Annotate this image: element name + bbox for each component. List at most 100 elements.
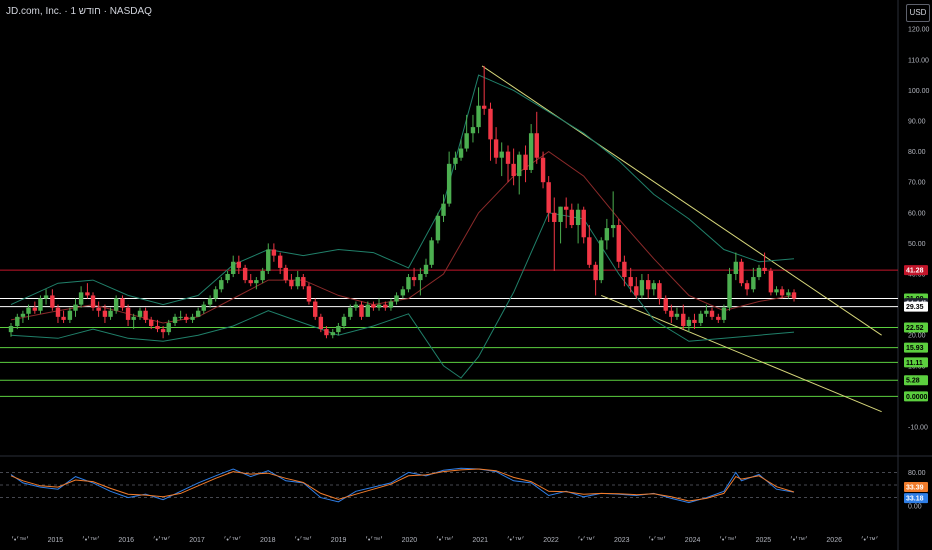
candle-body: [657, 283, 662, 299]
time-axis-label: ׳™׳•׳: [294, 536, 312, 544]
candle-body: [505, 151, 511, 164]
candle-body: [32, 307, 38, 311]
candle-body: [383, 304, 388, 308]
price-axis-tick-label: 20.00: [908, 333, 926, 340]
bollinger-upper-line: [10, 74, 795, 306]
candle-body: [102, 310, 108, 317]
candle-body: [470, 127, 476, 134]
rsi-series-line: [10, 468, 795, 502]
candle-body: [534, 133, 539, 158]
price-axis-tick-label: 70.00: [908, 180, 926, 187]
time-axis-label: 2018: [260, 537, 276, 544]
candle-body: [704, 310, 709, 314]
time-axis-label: ׳™׳•׳: [648, 536, 666, 544]
candle-body: [756, 267, 762, 278]
price-tag: 22.52: [904, 322, 928, 333]
time-axis-label: ׳™׳•׳: [790, 536, 808, 544]
candle-body: [43, 295, 49, 299]
candle-body: [201, 304, 206, 311]
candle-body: [108, 310, 113, 317]
price-tag-box: [904, 301, 928, 312]
rsi-value-tag-label: 33.18: [906, 496, 924, 503]
time-axis-label: ׳™׳•׳: [365, 536, 383, 544]
price-tag: 15.93: [904, 342, 928, 353]
candle-body: [195, 310, 201, 317]
symbol-title[interactable]: JD.com, Inc. · חודש 1 · NASDAQ: [6, 6, 152, 17]
candle-body: [236, 261, 242, 268]
price-axis-tick-label: 50.00: [908, 241, 926, 248]
candle-body: [446, 163, 452, 204]
candle-body: [744, 283, 750, 290]
candle-body: [610, 225, 616, 229]
price-axis-tick-label: 100.00: [908, 88, 930, 95]
candle-body: [172, 316, 178, 323]
candle-body: [213, 289, 218, 299]
price-tag-label: 11.11: [906, 360, 923, 367]
price-axis-tick-label: 120.00: [908, 27, 930, 34]
candle-body: [207, 298, 213, 305]
candle-body: [365, 304, 371, 317]
trendline: [481, 65, 882, 336]
time-axis-label: 2024: [685, 537, 701, 544]
candle-body: [78, 292, 84, 305]
candle-body: [575, 209, 581, 226]
time-axis-label: 2020: [402, 537, 418, 544]
candle-body: [628, 277, 633, 287]
candle-body: [219, 280, 224, 290]
time-axis-label: ׳™׳•׳: [861, 536, 879, 544]
candle-body: [599, 240, 604, 281]
rsi-value-tag: 33.18: [904, 493, 928, 504]
price-tag-box: [904, 375, 928, 386]
time-axis-label: ׳™׳•׳: [153, 536, 171, 544]
candle-body: [774, 289, 779, 293]
time-axis-label: 2026: [826, 537, 842, 544]
candle-body: [686, 319, 692, 327]
price-tag-box: [904, 265, 928, 276]
candle-body: [166, 322, 171, 333]
price-tag-label: 0.0000: [906, 394, 928, 401]
candle-body: [341, 316, 347, 327]
candle-body: [721, 307, 727, 320]
candle-body: [616, 225, 621, 262]
candle-body: [499, 151, 504, 158]
price-tag-box: [904, 357, 928, 368]
price-axis-tick-label: 60.00: [908, 210, 926, 217]
candle-body: [453, 157, 458, 164]
candle-body: [295, 277, 300, 287]
rsi-value-tag-box: [904, 493, 928, 504]
candle-body: [113, 298, 119, 311]
candle-body: [786, 292, 791, 296]
price-tag-label: 41.28: [906, 268, 924, 275]
trendline: [601, 294, 882, 413]
candle-body: [155, 326, 160, 330]
candle-body: [727, 274, 732, 308]
candle-body: [225, 274, 230, 281]
rsi-axis-tick-label: 80.00: [908, 470, 926, 477]
candle-body: [178, 316, 183, 318]
candle-body: [791, 292, 797, 299]
time-axis-label: ׳™׳•׳: [507, 536, 525, 544]
candle-body: [277, 255, 283, 268]
candle-body: [552, 212, 557, 222]
time-axis-label: 2025: [756, 537, 772, 544]
candle-body: [184, 316, 189, 320]
price-axis-tick-label: 110.00: [908, 57, 929, 64]
candle-body: [458, 148, 464, 158]
candle-body: [131, 316, 136, 320]
candle-body: [423, 264, 429, 274]
currency-button[interactable]: USD: [906, 4, 930, 22]
time-axis-label: ׳™׳•׳: [719, 536, 737, 544]
candle-body: [762, 267, 767, 271]
time-axis-label: 2019: [331, 537, 347, 544]
candle-body: [301, 277, 306, 287]
price-tag: 41.28: [904, 265, 928, 276]
candle-body: [231, 261, 236, 274]
candle-body: [260, 270, 265, 281]
candle-body: [733, 261, 739, 274]
time-axis-label: 2021: [472, 537, 488, 544]
candle-body: [581, 209, 586, 238]
candle-body: [254, 280, 259, 284]
candle-body: [61, 316, 66, 320]
candle-body: [125, 307, 131, 320]
